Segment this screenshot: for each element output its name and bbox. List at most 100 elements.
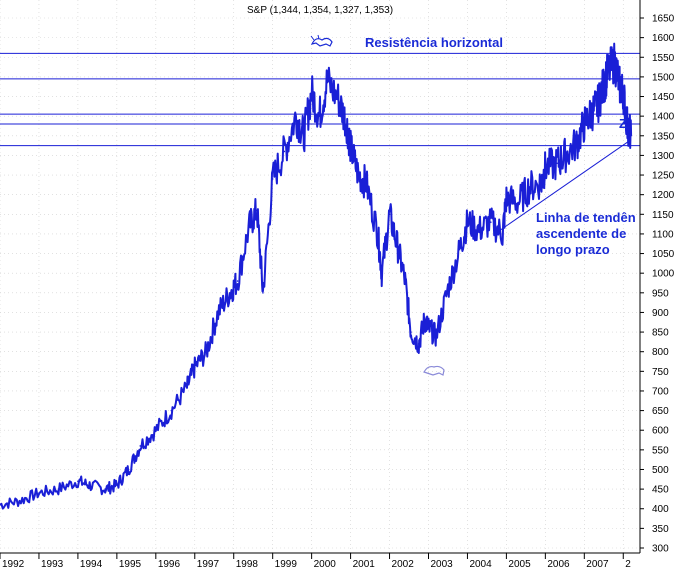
series-point-4	[77, 480, 79, 483]
series-point-5	[88, 484, 91, 486]
x-tick-label-7: 1999	[275, 559, 298, 570]
annotation-trend-line1: Linha de tendên	[536, 210, 636, 225]
series-point-10	[155, 429, 157, 432]
series-point-38	[410, 331, 412, 333]
x-tick-label-11: 2003	[430, 559, 453, 570]
series-point-50	[517, 201, 519, 204]
series-point-22	[283, 150, 286, 153]
annotation-trend-line3: longo prazo	[536, 242, 610, 257]
series-point-7	[116, 484, 118, 486]
series-point-8	[127, 468, 130, 471]
series-point-17	[236, 280, 239, 282]
series-point-34	[380, 272, 383, 274]
series-point-58	[591, 111, 593, 114]
y-tick-label-17: 800	[652, 347, 669, 358]
y-axis-ticks: 1650 1600 1550 1500 1450 1400 1350 1300 1250 1200…	[640, 14, 675, 555]
y-tick-label-18: 750	[652, 367, 669, 378]
y-tick-label-21: 600	[652, 426, 669, 437]
y-tick-label-14: 950	[652, 288, 669, 299]
x-tick-label-12: 2004	[469, 559, 492, 570]
y-tick-label-10: 1150	[652, 210, 674, 221]
series-point-63	[618, 83, 621, 86]
series-point-33	[377, 233, 379, 235]
x-tick-label-8: 2000	[314, 559, 337, 570]
y-tick-label-19: 700	[652, 386, 669, 397]
series-point-43	[447, 288, 449, 290]
y-tick-label-4: 1450	[652, 92, 675, 103]
annotation-trend-line2: ascendente de	[536, 226, 626, 241]
y-tick-label-15: 900	[652, 308, 669, 319]
trendline-group	[494, 139, 632, 235]
y-tick-label-27: 300	[652, 544, 669, 555]
y-tick-label-25: 400	[652, 504, 669, 515]
series-point-1	[18, 500, 21, 502]
series-point-12	[186, 386, 188, 388]
y-tick-label-20: 650	[652, 406, 669, 417]
x-tick-label-1: 1993	[41, 559, 64, 570]
series-point-21	[271, 178, 274, 180]
series-point-20	[262, 292, 264, 294]
y-tick-label-23: 500	[652, 465, 669, 476]
y-tick-label-0: 1650	[652, 14, 675, 25]
series-point-15	[217, 311, 219, 314]
x-tick-label-14: 2006	[547, 559, 570, 570]
y-tick-label-16: 850	[652, 328, 669, 339]
series-point-62	[613, 60, 616, 62]
y-tick-label-26: 350	[652, 524, 669, 535]
series-point-14	[205, 350, 208, 353]
series-point-29	[345, 123, 348, 125]
series-group	[0, 42, 633, 510]
series-point-11	[170, 409, 173, 412]
series-point-2	[38, 492, 40, 494]
series-point-53	[544, 166, 547, 168]
series-point-42	[435, 335, 438, 337]
series-point-39	[417, 343, 420, 345]
series-point-13	[193, 366, 196, 369]
series-point-26	[318, 115, 321, 117]
series-point-61	[606, 72, 609, 74]
series-point-66	[630, 134, 632, 137]
y-tick-label-1: 1600	[652, 33, 675, 44]
series-point-41	[427, 327, 430, 329]
series-point-31	[357, 174, 360, 176]
series-point-51	[528, 186, 531, 188]
annotation-z: Z	[619, 116, 627, 131]
x-tick-label-13: 2005	[508, 559, 531, 570]
y-tick-label-24: 450	[652, 485, 669, 496]
series-point-16	[229, 292, 231, 294]
x-tick-label-16: 2	[625, 559, 631, 570]
series-point-3	[57, 488, 60, 490]
series-point-35	[388, 213, 391, 216]
x-tick-label-4: 1996	[158, 559, 181, 570]
series-point-36	[396, 244, 399, 247]
bear-icon	[423, 365, 445, 376]
series-point-32	[365, 182, 367, 184]
y-tick-label-9: 1200	[652, 190, 675, 201]
y-tick-label-5: 1400	[652, 112, 675, 123]
series-point-40	[423, 319, 426, 322]
bull-icon	[310, 34, 333, 47]
series-point-57	[583, 123, 586, 125]
y-tick-label-12: 1050	[652, 249, 675, 260]
series-point-54	[556, 162, 558, 165]
trendline	[494, 139, 632, 235]
y-tick-label-3: 1500	[652, 72, 675, 83]
x-tick-label-0: 1992	[2, 559, 25, 570]
series-point-65	[626, 123, 628, 125]
x-tick-label-6: 1998	[236, 559, 259, 570]
x-tick-label-10: 2002	[392, 559, 415, 570]
series-point-23	[295, 115, 297, 117]
x-tick-label-2: 1994	[80, 559, 103, 570]
chart-title: S&P (1,344, 1,354, 1,327, 1,353)	[247, 5, 393, 16]
series-point-56	[575, 142, 578, 145]
series-point-44	[458, 248, 461, 251]
series-point-48	[501, 233, 504, 235]
series-line-0	[0, 42, 633, 510]
y-tick-label-22: 550	[652, 445, 669, 456]
series-point-59	[597, 103, 599, 106]
y-tick-label-13: 1000	[652, 269, 675, 280]
series-point-30	[349, 146, 352, 149]
series-point-52	[540, 182, 543, 184]
